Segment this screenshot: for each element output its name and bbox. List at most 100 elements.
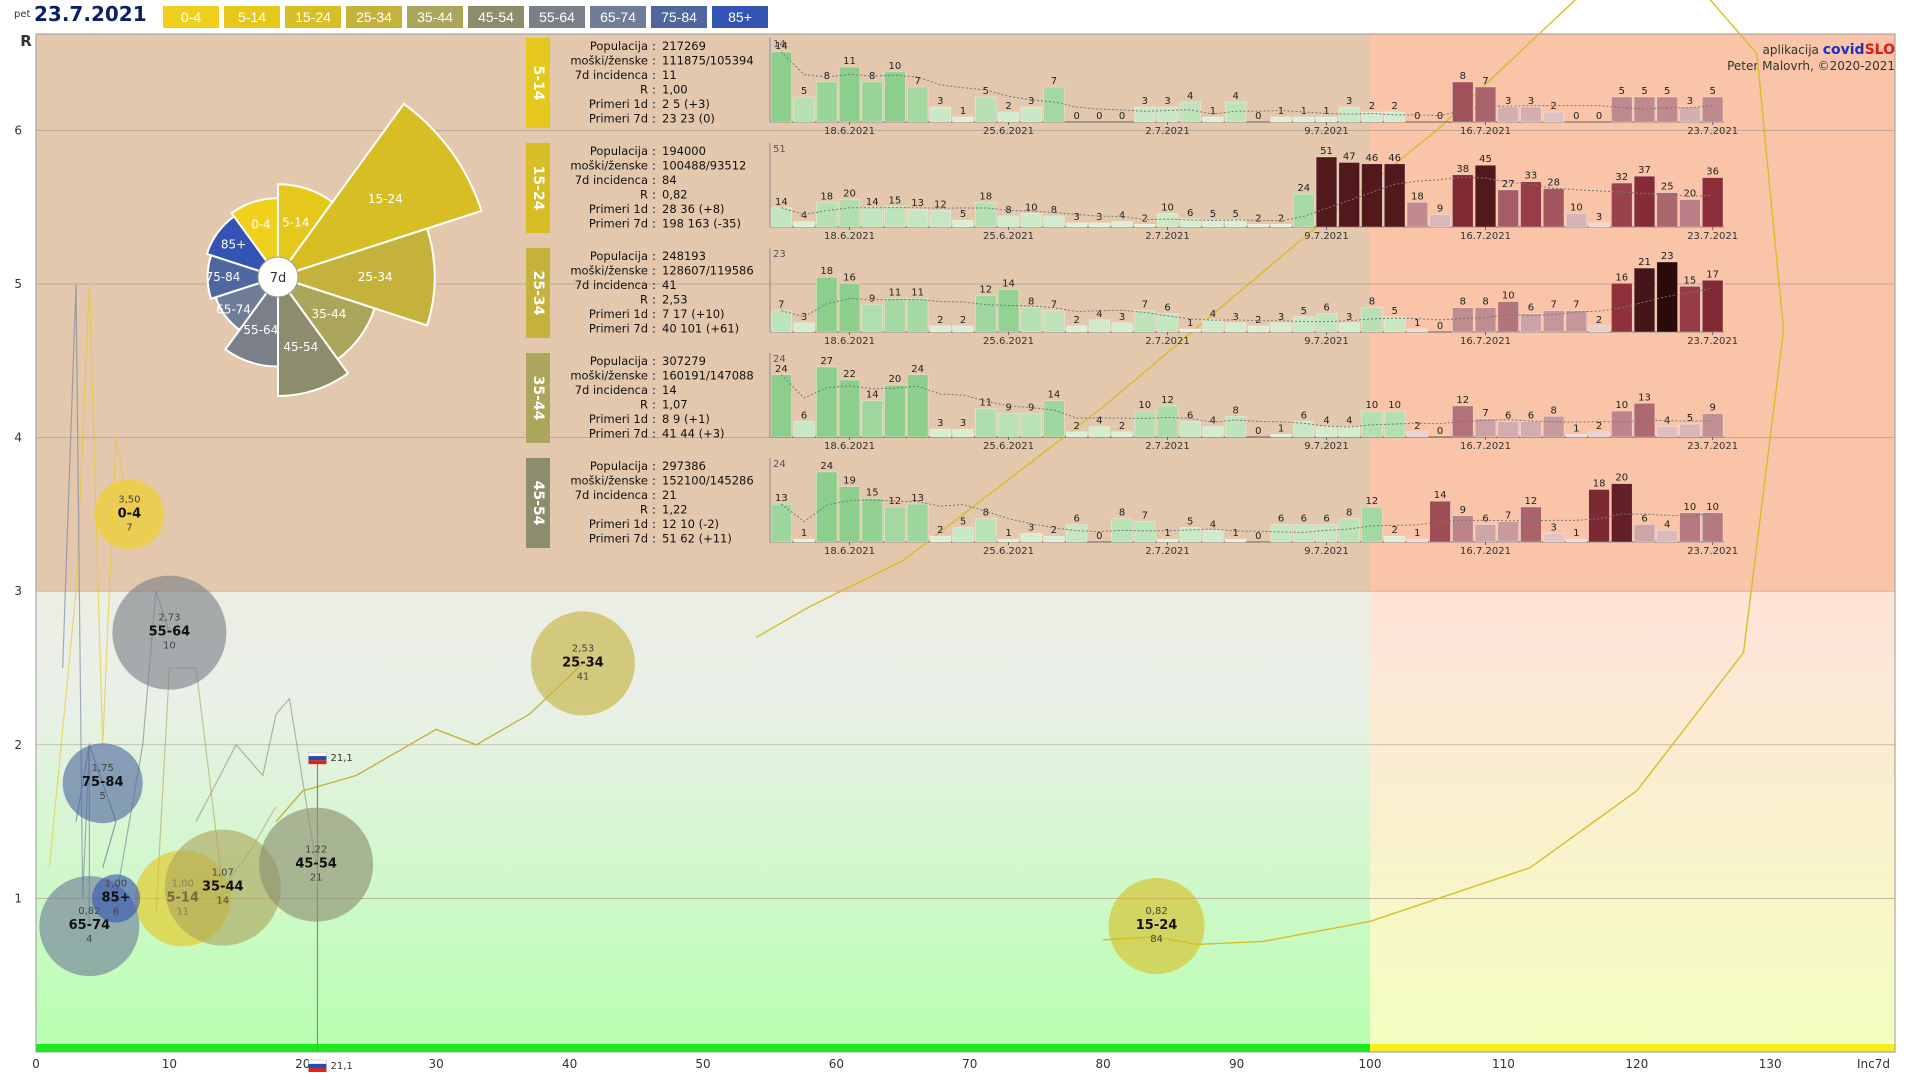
panel-bar xyxy=(1293,193,1315,228)
panel-date-label: 16.7.2021 xyxy=(1460,336,1511,347)
panel-bar xyxy=(1679,199,1701,228)
panel-bar xyxy=(1633,267,1656,333)
panel-stat-sep: : xyxy=(652,474,656,488)
panel-bar xyxy=(816,202,838,228)
bubble-circle xyxy=(94,479,165,550)
panel-bar-label: 20 xyxy=(1684,189,1697,200)
legend-item-15-24[interactable]: 15-24 xyxy=(285,6,341,28)
panel-stat-name: Populacija xyxy=(590,459,648,473)
panel-bar-label: 2 xyxy=(1414,421,1420,432)
panel-bar xyxy=(997,215,1020,228)
panel-bar-label: 7 xyxy=(1051,76,1057,87)
panel-bar xyxy=(1452,81,1474,123)
panel-date-label: 25.6.2021 xyxy=(983,336,1034,347)
panel-bar-label: 6 xyxy=(1164,303,1170,314)
panel-stat-value: 23 23 (0) xyxy=(662,112,715,126)
panel-bar-label: 18 xyxy=(1411,191,1424,202)
panel-bar-label: 0 xyxy=(1255,426,1261,437)
panel-bar-label: 11 xyxy=(843,56,856,67)
panel-bar xyxy=(1702,96,1724,123)
panel-date-label: 2.7.2021 xyxy=(1145,231,1190,242)
panel-bar-label: 5 xyxy=(801,86,807,97)
panel-bar xyxy=(997,413,1020,438)
panel-bar-label: 4 xyxy=(1323,416,1329,427)
panel-bar xyxy=(1315,116,1338,123)
panel-bar xyxy=(1702,512,1724,543)
legend-item-25-34[interactable]: 25-34 xyxy=(346,6,402,28)
panel-bar-label: 2 xyxy=(1369,101,1375,112)
rose-slice-label: 65-74 xyxy=(216,302,251,316)
legend-item-65-74[interactable]: 65-74 xyxy=(590,6,646,28)
panel-bar-label: 6 xyxy=(1278,514,1284,525)
panel-bar-label: 7 xyxy=(1482,76,1488,87)
panel-bar xyxy=(816,471,838,543)
panel-stat-value: 198 163 (-35) xyxy=(662,217,741,231)
bubble-circle xyxy=(164,829,281,946)
panel-bar-label: 0 xyxy=(1073,111,1079,122)
panel-bar xyxy=(1134,106,1156,123)
legend-item-85+[interactable]: 85+ xyxy=(712,6,768,28)
bubble-r-label: 1,07 xyxy=(212,868,234,879)
panel-date-label: 18.6.2021 xyxy=(824,546,875,557)
panel-bar-label: 23 xyxy=(1661,251,1674,262)
panel-stat-value: 11 xyxy=(662,68,677,82)
panel-date-label: 23.7.2021 xyxy=(1687,126,1738,137)
x-tick-label: 80 xyxy=(1096,1057,1111,1071)
panel-bar-label: 1 xyxy=(1573,528,1579,539)
panel-stat-name: moški/ženske xyxy=(570,474,648,488)
panel-bar-label: 51 xyxy=(1320,146,1333,157)
panel-max-label: 14 xyxy=(773,39,786,50)
legend-item-75-84[interactable]: 75-84 xyxy=(651,6,707,28)
panel-bar-label: 8 xyxy=(1119,508,1125,519)
panel-bar xyxy=(1225,219,1247,228)
panel-bar xyxy=(1656,192,1678,228)
panel-bar-label: 18 xyxy=(1593,479,1606,490)
panel-date-label: 2.7.2021 xyxy=(1145,546,1190,557)
panel-bar-label: 6 xyxy=(1187,208,1193,219)
panel-bar xyxy=(861,304,883,333)
panel-bar-label: 27 xyxy=(820,356,833,367)
panel-bar xyxy=(1384,111,1406,123)
x-tick-label: 10 xyxy=(162,1057,177,1071)
bubble-inc-label: 84 xyxy=(1150,934,1163,945)
panel-bar-label: 8 xyxy=(1550,405,1556,416)
panel-bar xyxy=(884,71,906,123)
panel-bar xyxy=(1406,431,1428,438)
panel-date-label: 16.7.2021 xyxy=(1460,126,1511,137)
panel-bar xyxy=(1020,213,1042,228)
panel-stat-name: R xyxy=(640,83,648,97)
x-tick-label: 40 xyxy=(562,1057,577,1071)
legend-item-45-54[interactable]: 45-54 xyxy=(468,6,524,28)
panel-bar xyxy=(1043,86,1065,123)
panel-bar-label: 45 xyxy=(1479,154,1492,165)
panel-bar xyxy=(1315,524,1338,543)
panel-bar-label: 5 xyxy=(1619,86,1625,97)
legend-item-35-44[interactable]: 35-44 xyxy=(407,6,463,28)
panel-bar-label: 6 xyxy=(1323,303,1329,314)
panel-stat-sep: : xyxy=(652,278,656,292)
panel-stat-sep: : xyxy=(652,412,656,426)
panel-max-label: 23 xyxy=(773,249,786,260)
bubble-inc-label: 5 xyxy=(100,791,106,802)
panel-bar-label: 11 xyxy=(979,397,992,408)
panel-stat-sep: : xyxy=(652,159,656,173)
panel-bar xyxy=(1497,301,1519,333)
panel-date-label: 23.7.2021 xyxy=(1687,441,1738,452)
panel-stat-sep: : xyxy=(652,39,656,53)
panel-bar xyxy=(838,379,861,438)
legend-item-55-64[interactable]: 55-64 xyxy=(529,6,585,28)
panel-bar xyxy=(1406,538,1428,543)
panel-stat-value: 160191/147088 xyxy=(662,369,754,383)
panel-bar xyxy=(1588,431,1610,438)
legend-item-0-4[interactable]: 0-4 xyxy=(163,6,219,28)
panel-bar-label: 5 xyxy=(1687,413,1693,424)
panel-stat-sep: : xyxy=(652,112,656,126)
bubble-group-label: 45-54 xyxy=(295,857,337,872)
legend-item-5-14[interactable]: 5-14 xyxy=(224,6,280,28)
panel-bar-label: 32 xyxy=(1615,172,1628,183)
panel-bar-label: 2 xyxy=(1391,525,1397,536)
panel-bar xyxy=(1384,316,1406,333)
panel-stat-value: 41 44 (+3) xyxy=(662,427,725,441)
x-tick-label: 70 xyxy=(962,1057,977,1071)
